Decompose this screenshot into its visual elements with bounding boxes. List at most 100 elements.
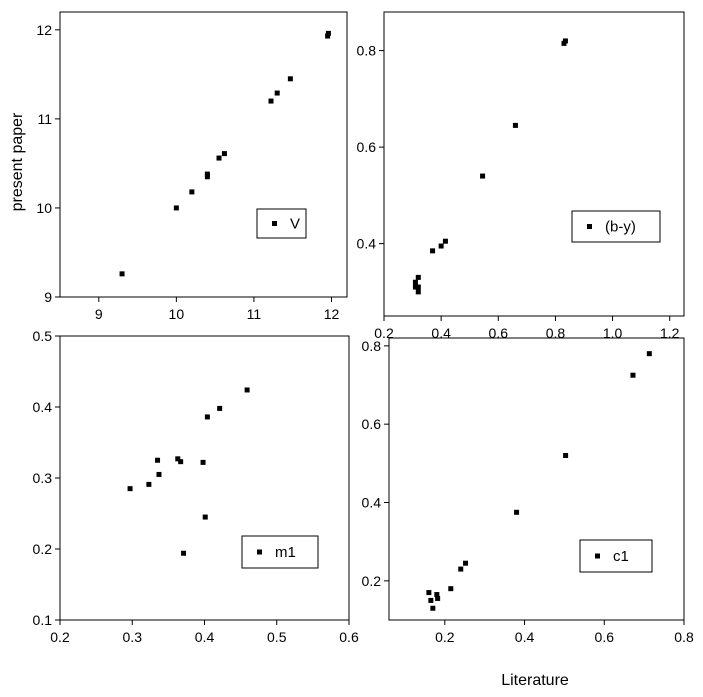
- panel-c1: 0.2 0.4 0.6 0.8 0.2 0.4 0.6 0.8 c1: [362, 337, 694, 645]
- data-point: [415, 289, 421, 295]
- data-point: [204, 414, 210, 420]
- legend-marker: [272, 221, 277, 226]
- data-point: [325, 30, 331, 36]
- data-point: [562, 38, 568, 44]
- legend-box: [256, 208, 307, 239]
- data-point: [448, 586, 454, 592]
- x-axis-label: Literature: [501, 672, 569, 689]
- data-point: [119, 271, 125, 277]
- y-tick-label: 0.4: [362, 495, 382, 511]
- data-point: [438, 243, 444, 249]
- legend-box: [571, 210, 661, 243]
- data-point: [268, 98, 274, 104]
- legend-v: V: [256, 208, 307, 239]
- x-tick-label: 0.2: [50, 629, 70, 645]
- data-point: [204, 171, 210, 177]
- data-point: [458, 566, 464, 572]
- legend-box: [241, 535, 319, 569]
- y-tick-label: 0.8: [362, 338, 382, 354]
- y-tick-label: 0.4: [33, 399, 53, 415]
- legend-label: m1: [275, 544, 296, 561]
- data-point: [200, 459, 206, 465]
- data-point: [173, 205, 179, 211]
- data-point: [204, 174, 210, 180]
- x-tick-label: 0.6: [489, 325, 509, 341]
- y-axis-label: present paper: [9, 112, 26, 211]
- data-point: [181, 550, 187, 556]
- y-tick-label: 0.3: [33, 470, 53, 486]
- legend-b-y: (b-y): [571, 210, 661, 243]
- y-tick-label: 11: [37, 111, 52, 127]
- data-point: [287, 76, 293, 82]
- data-point: [646, 351, 652, 357]
- data-point: [563, 453, 569, 458]
- y-tick-label: 10: [36, 200, 52, 216]
- data-point: [415, 284, 421, 290]
- legend-label: (b-y): [605, 219, 636, 236]
- data-point: [480, 173, 486, 179]
- data-point: [435, 595, 441, 601]
- plot-frame-b-y: [383, 11, 685, 317]
- x-tick-label: 0.6: [595, 629, 615, 645]
- data-point: [630, 372, 636, 378]
- y-tick-label: 0.6: [362, 416, 382, 432]
- panel-b-y: 0.2 0.4 0.6 0.8 1.0 1.2 0.4 0.6 0.8 (b-y): [357, 11, 685, 341]
- data-point: [463, 560, 469, 566]
- x-tick-label: 0.3: [123, 629, 143, 645]
- data-point: [274, 90, 280, 96]
- y-tick-label: 0.6: [357, 139, 377, 155]
- legend-label: c1: [613, 548, 629, 565]
- data-point: [430, 248, 436, 254]
- data-point: [244, 387, 250, 393]
- data-point: [412, 284, 418, 290]
- x-tick-label: 0.2: [374, 325, 394, 341]
- x-tick-label: 0.8: [546, 325, 566, 341]
- data-point: [175, 456, 181, 462]
- data-point: [221, 151, 227, 157]
- data-point: [412, 279, 418, 285]
- data-point: [217, 405, 223, 411]
- y-tick-label: 12: [36, 22, 52, 38]
- legend-marker: [595, 553, 600, 559]
- plot-frame-v: [59, 11, 348, 298]
- x-tick-label: 11: [247, 306, 262, 322]
- x-tick-label: 10: [169, 306, 185, 322]
- plot-frame-m1: [59, 335, 350, 621]
- data-point: [146, 481, 152, 487]
- data-point: [442, 238, 448, 244]
- plot-frame-c1: [388, 337, 685, 621]
- x-tick-label: 0.5: [267, 629, 287, 645]
- data-point: [202, 514, 208, 520]
- y-tick-label: 0.2: [33, 541, 53, 557]
- data-point: [189, 189, 195, 195]
- legend-m1: m1: [241, 535, 319, 569]
- x-tick-label: 0.8: [674, 629, 694, 645]
- data-point: [415, 274, 421, 280]
- legend-c1: c1: [579, 539, 653, 573]
- data-point: [325, 33, 331, 39]
- data-point: [178, 459, 184, 465]
- data-point: [512, 122, 518, 128]
- y-tick-label: 9: [44, 289, 52, 305]
- x-tick-label: 0.2: [435, 629, 455, 645]
- y-tick-label: 0.4: [357, 236, 377, 252]
- data-point: [428, 597, 434, 603]
- data-point: [426, 590, 432, 596]
- legend-label: V: [290, 216, 300, 233]
- y-tick-label: 0.1: [33, 612, 53, 628]
- x-tick-label: 0.4: [515, 629, 535, 645]
- x-tick-label: 0.6: [339, 629, 359, 645]
- data-point: [156, 471, 162, 477]
- legend-marker: [587, 224, 592, 229]
- x-tick-label: 1.2: [660, 325, 680, 341]
- data-point: [434, 592, 440, 598]
- data-point: [127, 486, 133, 492]
- data-point: [155, 457, 161, 463]
- x-tick-label: 0.4: [195, 629, 215, 645]
- data-point: [216, 155, 222, 161]
- data-point: [430, 605, 436, 611]
- y-tick-label: 0.2: [362, 573, 382, 589]
- data-point: [514, 509, 520, 515]
- panel-m1: 0.2 0.3 0.4 0.5 0.60.10.20.30.40.5m1: [33, 328, 359, 645]
